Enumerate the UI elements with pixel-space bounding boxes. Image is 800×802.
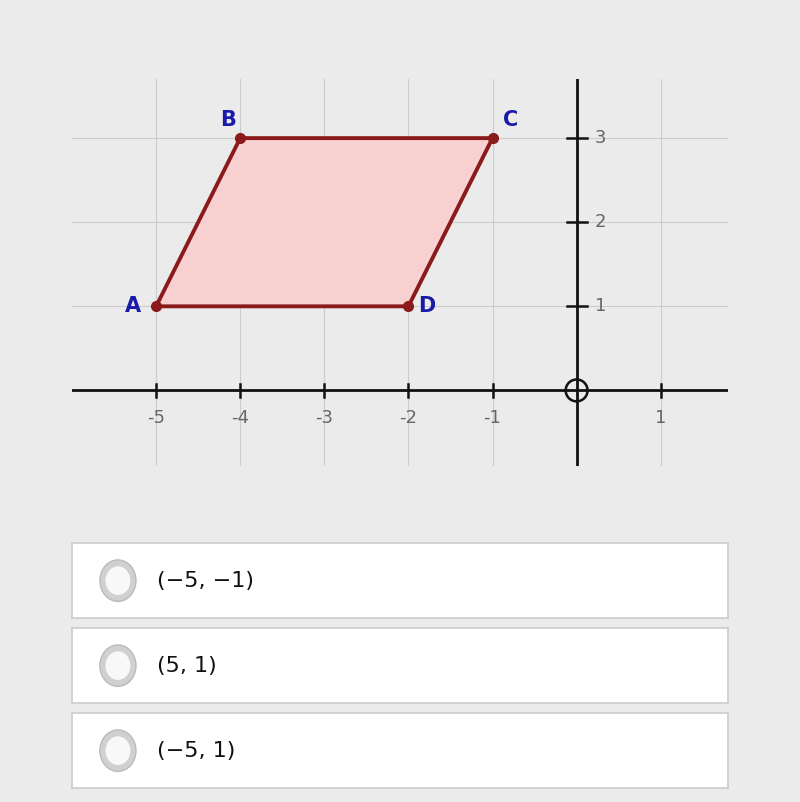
- Text: -3: -3: [315, 409, 334, 427]
- Ellipse shape: [100, 645, 136, 687]
- Text: A: A: [125, 296, 141, 316]
- Polygon shape: [156, 138, 493, 306]
- Ellipse shape: [106, 651, 130, 680]
- Text: 3: 3: [595, 129, 606, 147]
- Text: -5: -5: [147, 409, 165, 427]
- Text: -4: -4: [231, 409, 250, 427]
- Text: C: C: [503, 110, 518, 130]
- Text: (5, 1): (5, 1): [158, 656, 217, 675]
- Text: -1: -1: [483, 409, 502, 427]
- Text: (−5, −1): (−5, −1): [158, 571, 254, 590]
- Text: B: B: [220, 110, 235, 130]
- Ellipse shape: [100, 560, 136, 602]
- Text: 1: 1: [655, 409, 666, 427]
- Text: 2: 2: [595, 213, 606, 231]
- Ellipse shape: [100, 730, 136, 772]
- Ellipse shape: [106, 736, 130, 765]
- Text: -2: -2: [399, 409, 418, 427]
- Text: 1: 1: [595, 298, 606, 315]
- Text: (−5, 1): (−5, 1): [158, 741, 236, 760]
- Text: D: D: [418, 296, 435, 316]
- Ellipse shape: [106, 566, 130, 595]
